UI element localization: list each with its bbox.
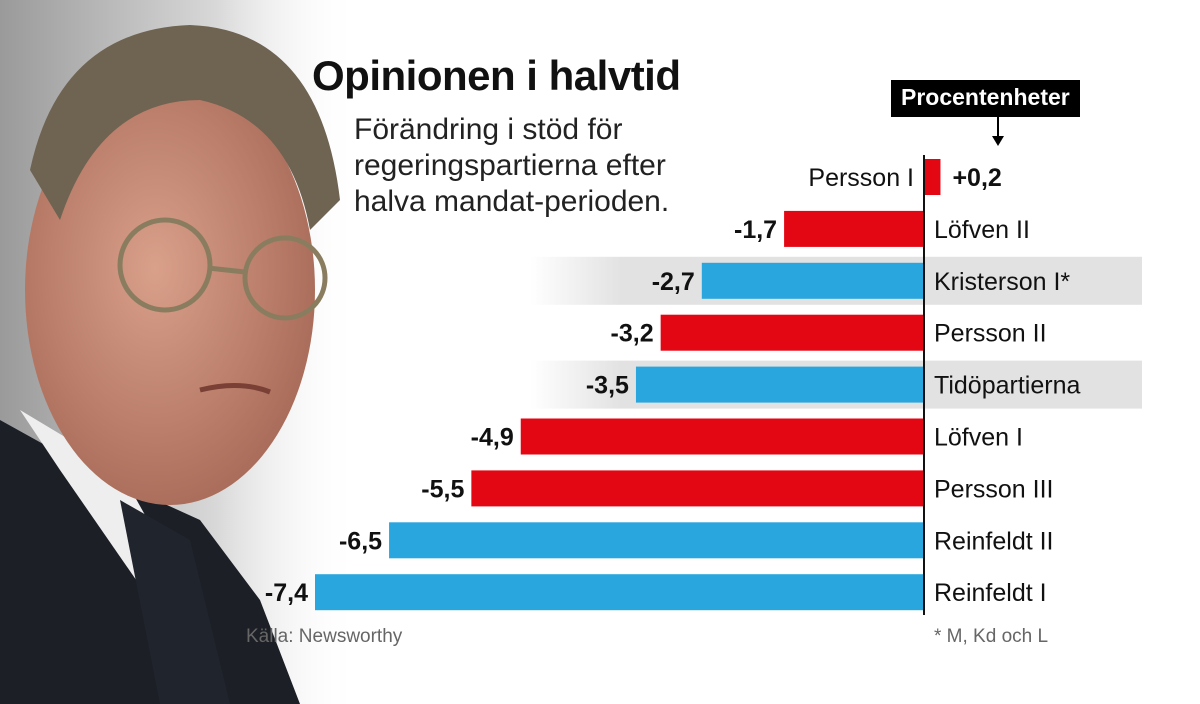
category-label: Löfven I xyxy=(934,424,1023,452)
unit-arrowhead-icon xyxy=(992,136,1004,146)
chart-subtitle: Förändring i stöd för regeringspartierna… xyxy=(354,113,670,218)
value-label: -3,5 xyxy=(586,372,629,400)
bar xyxy=(924,159,941,195)
unit-arrow-icon xyxy=(997,117,999,139)
category-label: Persson III xyxy=(934,475,1054,503)
bar xyxy=(520,418,924,455)
value-label: -6,5 xyxy=(339,527,382,555)
category-label: Löfven II xyxy=(934,216,1030,244)
value-label: -7,4 xyxy=(265,579,308,607)
bar xyxy=(315,574,924,611)
value-label: -4,9 xyxy=(471,424,514,452)
bar xyxy=(660,314,924,351)
footnote: * M, Kd och L xyxy=(934,626,1049,647)
category-label: Reinfeldt I xyxy=(934,579,1047,607)
category-label: Tidöpartierna xyxy=(934,372,1080,400)
category-label: Persson I xyxy=(808,164,914,192)
category-label: Persson II xyxy=(934,320,1047,348)
bar xyxy=(701,262,924,299)
category-label: Reinfeldt II xyxy=(934,527,1054,555)
chart-title: Opinionen i halvtid xyxy=(312,52,681,99)
value-label: +0,2 xyxy=(952,164,1001,192)
source-note: Källa: Newsworthy xyxy=(246,626,403,647)
value-label: -3,2 xyxy=(611,320,654,348)
unit-label: Procentenheter xyxy=(891,80,1080,117)
bar xyxy=(635,366,924,403)
category-label: Kristerson I* xyxy=(934,268,1070,296)
bar xyxy=(784,210,924,247)
bar xyxy=(389,522,924,559)
bar xyxy=(471,470,924,507)
politician-photo xyxy=(0,0,360,704)
value-label: -1,7 xyxy=(734,216,777,244)
value-label: -5,5 xyxy=(421,475,464,503)
value-label: -2,7 xyxy=(652,268,695,296)
